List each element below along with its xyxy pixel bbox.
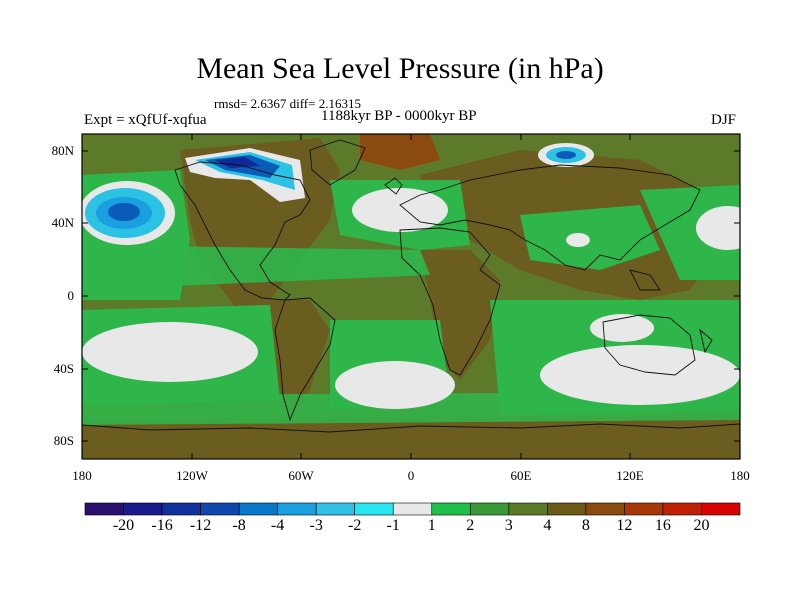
colorbar-label-14: 16 [654, 517, 671, 534]
south-america-field [260, 300, 330, 420]
colorbar-box-16 [701, 502, 741, 516]
colorbar-label-7: -1 [386, 517, 400, 534]
colorbar-box-5 [277, 502, 317, 516]
antarctic-field [82, 415, 740, 459]
time-period-label: 1188kyr BP - 0000kyr BP [321, 108, 477, 124]
arctic-canada-navy [215, 157, 260, 168]
caspian-white [566, 233, 590, 247]
colorbar-label-8: 1 [427, 517, 436, 534]
colorbar-box-3 [200, 502, 240, 516]
colorbar-box-12 [547, 502, 587, 516]
colorbar-label-5: -3 [309, 517, 323, 534]
east-pacific-white [696, 206, 740, 250]
south-atlantic-white [335, 361, 455, 409]
lon-label-0: 0 [407, 468, 415, 483]
coastlines [82, 139, 740, 433]
chart-title: Mean Sea Level Pressure (in hPa) [196, 52, 604, 85]
lon-label-60w: 60W [288, 468, 314, 483]
south-pacific-white [82, 322, 258, 382]
lon-label-180w: 180 [72, 468, 92, 483]
colorbar-label-10: 3 [504, 517, 513, 534]
experiment-label: Expt = xQfUf-xqfua [84, 112, 207, 128]
colorbar-label-6: -2 [348, 517, 362, 534]
colorbar-label-12: 8 [581, 517, 590, 534]
lat-ticks [82, 150, 740, 442]
lat-label-40n: 40N [51, 215, 74, 230]
lon-label-60e: 60E [510, 468, 532, 483]
colorbar-box-7 [354, 502, 394, 516]
colorbar-label-1: -16 [151, 517, 173, 534]
colorbar-label-4: -4 [270, 517, 285, 534]
southern-ocean-green [82, 392, 740, 425]
lat-label-80n: 80N [51, 143, 74, 158]
colorbar-box-13 [585, 502, 625, 516]
colorbar-box-8 [392, 502, 433, 516]
colorbar-box-2 [161, 502, 201, 516]
pressure-field [82, 134, 740, 459]
lat-label-80s: 80S [53, 433, 74, 448]
lon-label-180e: 180 [730, 468, 750, 483]
lat-label-40s: 40S [53, 361, 74, 376]
arctic-high-field [360, 134, 440, 170]
aleutian-deep-blue [108, 203, 140, 221]
colorbar-box-4 [238, 502, 278, 516]
colorbar-box-9 [431, 502, 471, 516]
colorbar-label-9: 2 [466, 517, 475, 534]
asia-green [520, 205, 660, 270]
colorbar-label-2: -12 [189, 517, 212, 534]
colorbar-label-11: 4 [543, 517, 552, 534]
colorbar-box-11 [508, 502, 548, 516]
lat-label-0: 0 [67, 288, 75, 303]
colorbar-box-1 [123, 502, 163, 516]
lon-ticks [191, 134, 631, 459]
colorbar-box-14 [624, 502, 664, 516]
colorbar-label-0: -20 [112, 517, 135, 534]
colorbar-label-15: 20 [693, 517, 710, 534]
season-label: DJF [711, 112, 737, 128]
rmsd-diff-stats: rmsd= 2.6367 diff= 2.16315 [214, 96, 361, 111]
colorbar-label-13: 12 [616, 517, 633, 534]
colorbar [84, 502, 741, 516]
north-atlantic-white [352, 188, 448, 232]
barents-deep-blue [556, 151, 576, 159]
colorbar-box-15 [662, 502, 702, 516]
colorbar-box-6 [315, 502, 356, 516]
colorbar-box-0 [84, 502, 124, 516]
tropical-green-band [82, 245, 430, 290]
colorbar-box-10 [469, 502, 510, 516]
lon-label-120w: 120W [176, 468, 208, 483]
south-indian-white [540, 345, 740, 405]
lon-label-120e: 120E [616, 468, 644, 483]
colorbar-label-3: -8 [232, 517, 246, 534]
